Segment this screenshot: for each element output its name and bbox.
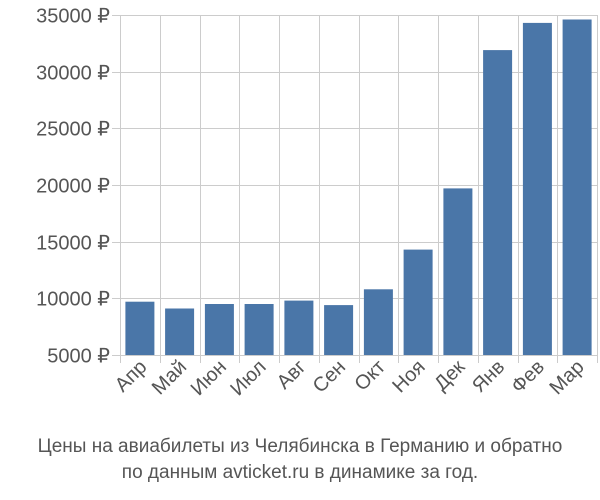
chart-caption-line-1: Цены на авиабилеты из Челябинска в Герма…	[37, 436, 563, 457]
bar-10	[483, 50, 513, 355]
bar-6	[324, 305, 354, 355]
x-tick-label: Окт	[351, 356, 390, 395]
x-tick-label: Янв	[468, 356, 509, 397]
x-tick-label: Дек	[430, 356, 469, 395]
y-tick-label: 20000 ₽	[36, 176, 110, 198]
bar-3	[204, 304, 234, 355]
y-axis-ticks: 5000 ₽ 10000 ₽ 15000 ₽ 20000 ₽ 25000 ₽ 30000 …	[36, 6, 110, 368]
bars	[125, 19, 592, 356]
bar-11	[522, 22, 552, 356]
x-tick-label: Июн	[187, 356, 231, 400]
x-tick-label: Фев	[507, 356, 549, 398]
bar-chart: 5000 ₽ 10000 ₽ 15000 ₽ 20000 ₽ 25000 ₽ 30000 …	[36, 6, 598, 400]
bar-4	[244, 304, 274, 355]
x-tick-label: Мар	[545, 356, 588, 399]
chart-caption-line-2: по данным avticket.ru в динамике за год.	[121, 462, 479, 483]
grid-lines	[112, 15, 598, 363]
y-tick-label: 35000 ₽	[36, 6, 110, 28]
x-tick-label: Июл	[226, 356, 270, 400]
x-tick-label: Май	[148, 356, 191, 399]
y-tick-label: 30000 ₽	[36, 63, 110, 85]
bar-1	[125, 301, 155, 355]
x-tick-label: Ноя	[388, 356, 429, 397]
bar-5	[284, 300, 314, 355]
y-tick-label: 10000 ₽	[36, 289, 110, 311]
bar-8	[403, 249, 433, 355]
bar-12	[562, 19, 592, 355]
x-tick-label: Сен	[309, 356, 350, 397]
y-tick-label: 15000 ₽	[36, 233, 110, 255]
y-tick-label: 5000 ₽	[47, 346, 110, 368]
y-tick-label: 25000 ₽	[36, 119, 110, 141]
bar-9	[443, 188, 473, 355]
x-tick-label: Авг	[273, 356, 311, 394]
bar-7	[363, 289, 393, 355]
x-tick-label: Апр	[111, 356, 152, 397]
bar-2	[165, 308, 195, 355]
